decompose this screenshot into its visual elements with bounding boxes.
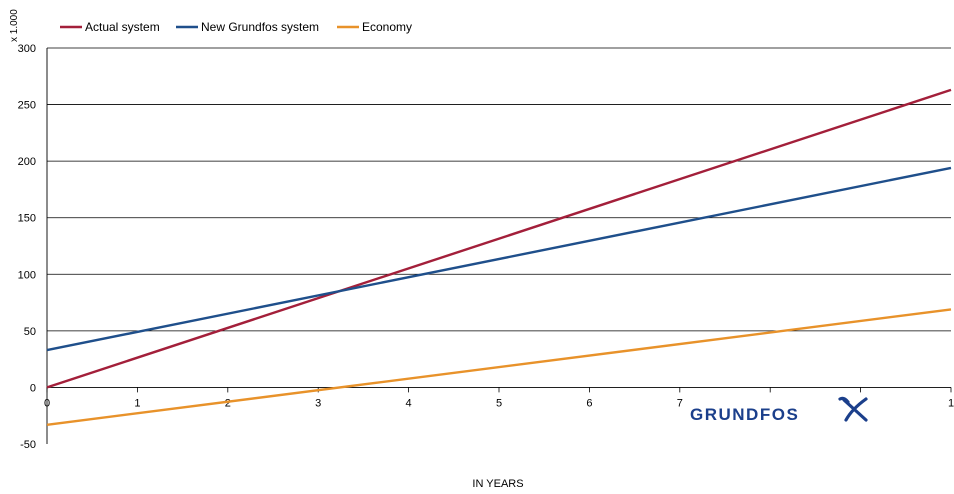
x-tick-label: 4 xyxy=(406,397,412,409)
grid-lines xyxy=(46,47,951,444)
y-tick-label: 50 xyxy=(24,326,36,338)
legend: Actual system New Grundfos system Economy xyxy=(60,20,412,34)
logo-text: GRUNDFOS xyxy=(690,405,799,424)
x-tick-label: 2 xyxy=(225,397,231,409)
x-tick-label: 1 xyxy=(948,397,954,409)
y-tick-label: 300 xyxy=(18,43,36,55)
y-tick-label: 150 xyxy=(18,213,36,225)
x-axis-label: IN YEARS xyxy=(472,478,523,490)
legend-label-2: Economy xyxy=(362,20,412,34)
y-unit-label: x 1.000 xyxy=(9,9,20,42)
x-tick-label: 7 xyxy=(677,397,683,409)
series-line-0 xyxy=(46,88,952,389)
y-axis-ticks: 300 250 200 150 100 50 0 -50 xyxy=(18,43,36,451)
x-tick-label: 5 xyxy=(496,397,502,409)
x-tick-label: 1 xyxy=(134,397,140,409)
series-lines xyxy=(46,88,952,426)
y-tick-label: 100 xyxy=(18,269,36,281)
x-tick-label: 0 xyxy=(44,397,50,409)
grundfos-logo: GRUNDFOS xyxy=(683,396,875,428)
series-line-1 xyxy=(46,166,952,352)
y-tick-label: -50 xyxy=(20,439,36,451)
x-tick-label: 3 xyxy=(315,397,321,409)
y-tick-label: 200 xyxy=(18,156,36,168)
legend-label-0: Actual system xyxy=(85,20,160,34)
y-tick-label: 0 xyxy=(30,382,36,394)
grundfos-x-icon xyxy=(838,396,868,422)
series-line-2 xyxy=(46,308,952,426)
y-tick-label: 250 xyxy=(18,100,36,112)
x-tick-label: 6 xyxy=(586,397,592,409)
legend-label-1: New Grundfos system xyxy=(201,20,319,34)
